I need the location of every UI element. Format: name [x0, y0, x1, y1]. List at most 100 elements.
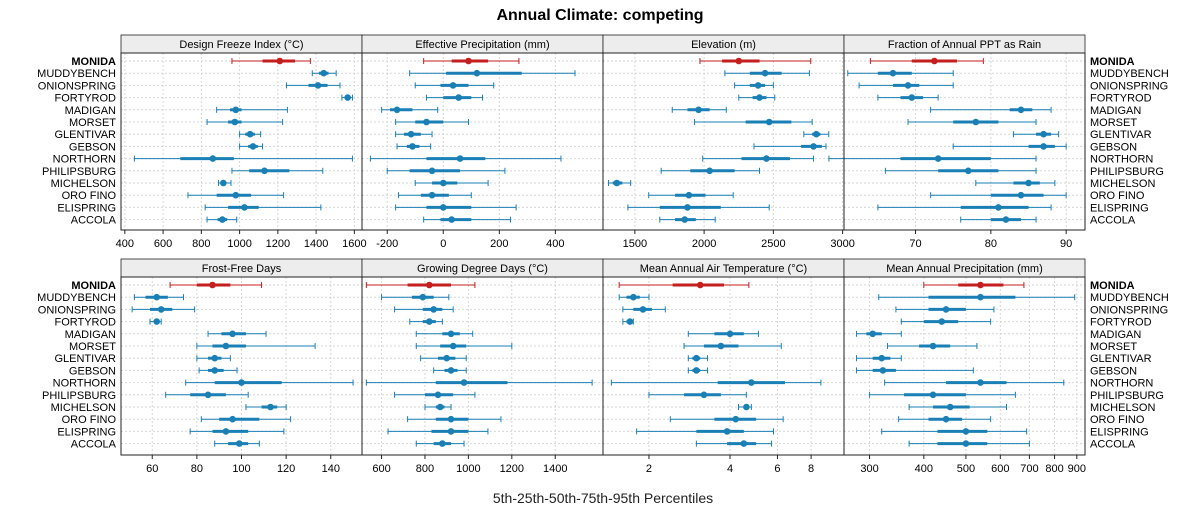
- median-point: [972, 118, 980, 126]
- interval-oro-fino: [898, 415, 992, 423]
- interval-monida: [423, 57, 520, 65]
- x-tick-label: 70: [909, 238, 921, 250]
- interval-glentivar: [687, 354, 709, 362]
- site-label-right: MADIGAN: [1090, 329, 1141, 341]
- interval-michelson: [908, 403, 1007, 411]
- median-point: [763, 155, 770, 162]
- interval-onionspring: [622, 306, 666, 313]
- interval-monida: [365, 281, 476, 289]
- median-point: [754, 82, 762, 89]
- site-label-right: GEBSON: [1090, 365, 1137, 377]
- interval-glentivar: [803, 130, 830, 138]
- median-point: [428, 167, 436, 175]
- site-label-right: MORSET: [1090, 341, 1137, 353]
- median-point: [409, 143, 416, 150]
- median-point: [261, 167, 268, 175]
- median-point: [964, 167, 972, 175]
- interval-morset: [683, 342, 782, 350]
- median-point: [681, 216, 689, 223]
- x-tick-label: 80: [985, 238, 997, 250]
- interval-northorn: [369, 155, 562, 162]
- x-tick-label: 400: [915, 463, 933, 475]
- panel-title: Elevation (m): [691, 39, 756, 51]
- x-tick-label: 200: [490, 238, 508, 250]
- median-point: [740, 440, 748, 447]
- interval-michelson: [608, 179, 632, 187]
- interval-philipsburg: [660, 167, 761, 175]
- interval-accola: [908, 440, 1030, 447]
- x-tick-label: 600: [991, 463, 1009, 475]
- interval-glentivar: [856, 354, 902, 362]
- site-label-left: MORSET: [69, 341, 116, 353]
- median-point: [748, 379, 755, 386]
- site-label-right: ACCOLA: [1090, 215, 1136, 227]
- site-label-left: GEBSON: [69, 365, 116, 377]
- median-point: [810, 143, 817, 150]
- median-point: [1002, 216, 1010, 223]
- interval-accola: [214, 440, 260, 447]
- site-label-left: MONIDA: [71, 56, 116, 68]
- x-tick-label: 2: [646, 463, 652, 475]
- median-point: [407, 130, 415, 138]
- x-tick-label: 3000: [830, 238, 854, 250]
- interval-muddybench: [618, 293, 650, 301]
- interval-elispring: [636, 428, 774, 435]
- interval-accola: [695, 440, 772, 447]
- x-tick-label: 140: [322, 463, 340, 475]
- panel-fraction-of-annual-ppt-as-rain: Fraction of Annual PPT as Rain 70 80 90: [828, 34, 1086, 250]
- median-point: [449, 342, 457, 350]
- interval-elispring: [204, 204, 322, 211]
- median-point: [693, 354, 700, 362]
- interval-muddybench: [724, 69, 810, 77]
- panel-border: [361, 276, 604, 456]
- x-tick-label: 400: [116, 238, 134, 250]
- median-point: [222, 342, 230, 350]
- site-label-left: NORTHORN: [53, 378, 116, 390]
- interval-fortyrod: [900, 318, 992, 325]
- interval-accola: [659, 216, 716, 223]
- interval-monida: [699, 57, 812, 65]
- interval-madigan: [207, 330, 267, 338]
- interval-madigan: [216, 106, 288, 114]
- median-point: [931, 57, 938, 65]
- site-label-right: ORO FINO: [1090, 190, 1145, 202]
- median-point: [231, 118, 239, 126]
- median-point: [977, 293, 984, 301]
- site-label-right: MICHELSON: [1090, 402, 1155, 414]
- median-point: [613, 179, 621, 187]
- interval-michelson: [245, 403, 287, 411]
- median-point: [696, 281, 704, 289]
- site-label-right: ELISPRING: [1090, 202, 1149, 214]
- median-point: [1040, 143, 1047, 150]
- x-tick-label: 120: [277, 463, 295, 475]
- median-point: [626, 318, 634, 325]
- interval-northorn: [828, 155, 1037, 162]
- median-point: [153, 293, 161, 301]
- interval-michelson: [975, 179, 1056, 187]
- interval-madigan: [856, 330, 902, 338]
- median-point: [232, 191, 240, 199]
- x-tick-label: 1500: [623, 238, 647, 250]
- interval-onionspring: [858, 82, 954, 89]
- site-label-right: PHILIPSBURG: [1090, 166, 1164, 178]
- site-label-right: MORSET: [1090, 117, 1137, 129]
- x-tick-label: 800: [192, 238, 210, 250]
- x-tick-label: 1200: [266, 238, 290, 250]
- interval-muddybench: [878, 293, 1076, 301]
- interval-michelson: [737, 403, 752, 411]
- x-tick-label: 800: [416, 463, 434, 475]
- site-label-left: FORTYROD: [54, 93, 116, 105]
- interval-onionspring: [131, 306, 196, 313]
- x-tick-label: 8: [808, 463, 814, 475]
- median-point: [879, 367, 887, 374]
- interval-accola: [415, 440, 465, 447]
- interval-fortyrod: [149, 318, 162, 325]
- median-point: [869, 330, 876, 338]
- median-point: [735, 57, 743, 65]
- interval-gebson: [198, 367, 238, 374]
- site-label-left: ORO FINO: [62, 414, 117, 426]
- interval-philipsburg: [648, 391, 747, 399]
- x-tick-label: 6: [774, 463, 780, 475]
- median-point: [929, 342, 937, 350]
